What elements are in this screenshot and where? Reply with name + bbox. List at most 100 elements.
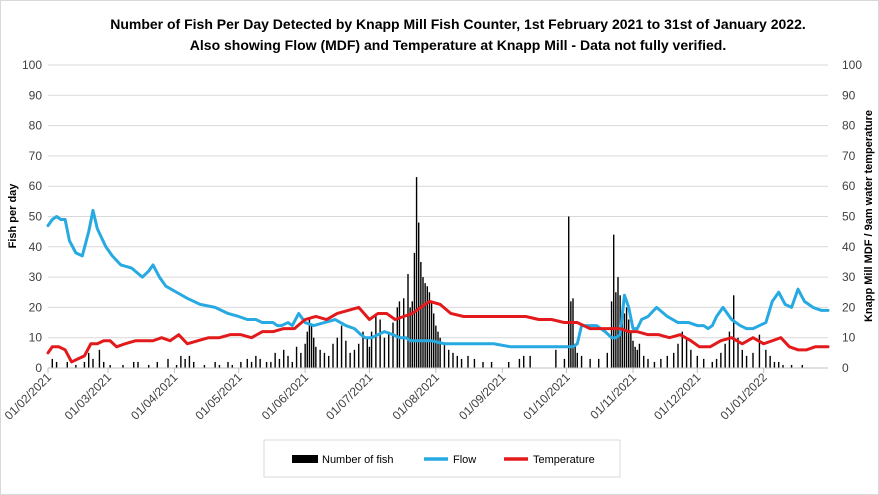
fish-bar	[295, 346, 298, 368]
x-tick-label: 01/03/2021	[62, 370, 115, 423]
fish-bar	[227, 361, 229, 368]
fish-bar	[368, 346, 371, 368]
fish-bar	[409, 307, 411, 368]
fish-bar	[617, 277, 619, 368]
fish-bar	[482, 361, 484, 368]
fish-bar	[103, 361, 105, 368]
fish-bar	[430, 301, 433, 368]
fish-bar	[636, 349, 638, 368]
fish-bar	[769, 355, 771, 368]
fish-bar	[428, 292, 431, 368]
y-tick-label: 60	[29, 179, 43, 193]
fish-bar	[167, 358, 169, 368]
fish-bar	[647, 358, 649, 368]
fish-bar	[598, 358, 600, 368]
fish-bar	[336, 337, 338, 368]
fish-bar	[801, 364, 803, 368]
fish-bar	[623, 313, 626, 368]
fish-bar	[392, 322, 394, 368]
y2-tick-label: 100	[842, 58, 862, 72]
fish-bar	[580, 355, 583, 368]
chart-title-line-1: Number of Fish Per Day Detected by Knapp…	[110, 16, 806, 32]
fish-bar	[188, 355, 191, 368]
fish-bar	[407, 274, 409, 368]
fish-bar	[184, 358, 186, 368]
x-tick-labels: 01/02/2021 01/03/2021 01/04/2021 01/05/2021…	[2, 370, 770, 423]
legend-flow-label: Flow	[453, 454, 476, 466]
fish-bars	[51, 177, 803, 368]
fish-bar	[439, 337, 441, 368]
fish-bar	[529, 355, 531, 368]
fish-bar	[379, 319, 381, 368]
fish-bar	[308, 319, 311, 368]
fish-bar	[572, 298, 574, 368]
fish-bar	[323, 352, 326, 368]
fish-bar	[148, 364, 150, 368]
fish-bar	[193, 361, 195, 368]
x-tick-label: 01/05/2021	[192, 370, 245, 423]
x-tick-label: 01/08/2021	[390, 370, 443, 423]
fish-bar	[653, 361, 656, 368]
fish-bar	[332, 343, 334, 368]
fish-bar	[625, 307, 628, 368]
fish-bar	[51, 358, 53, 368]
fish-bar	[340, 325, 343, 368]
y-tick-label: 40	[29, 240, 43, 254]
fish-bar	[733, 295, 735, 368]
fish-bar	[643, 355, 645, 368]
fish-bar	[315, 346, 317, 368]
fish-bar	[92, 358, 94, 368]
y-tick-label: 70	[29, 149, 43, 163]
fish-bar	[180, 355, 182, 368]
temperature-line	[46, 299, 830, 364]
y-tick-labels: 0 10 20 30 40 50 60 70 80 90 100	[22, 58, 42, 375]
y2-tick-label: 0	[842, 361, 849, 375]
fish-bar	[75, 364, 77, 368]
x-tick-label: 01/01/2022	[717, 370, 770, 423]
fish-bar	[313, 337, 315, 368]
fish-bar	[437, 331, 439, 368]
fish-bar	[724, 343, 726, 368]
fish-bar	[278, 358, 281, 368]
fish-bar	[460, 358, 463, 368]
fish-bar	[628, 319, 630, 368]
y2-tick-label: 90	[842, 88, 856, 102]
fish-bar	[83, 361, 86, 368]
fish-bar	[737, 337, 739, 368]
fish-bar	[677, 343, 679, 368]
fish-bar	[250, 361, 253, 368]
legend-fish-label: Number of fish	[322, 454, 394, 466]
y-tick-label: 10	[29, 331, 43, 345]
y-tick-label: 30	[29, 270, 43, 284]
fish-bar	[758, 334, 761, 368]
fish-bar	[214, 361, 216, 368]
fish-bar	[745, 355, 748, 368]
fish-bar	[422, 277, 424, 368]
fish-bar	[685, 337, 688, 368]
fish-bar	[555, 349, 557, 368]
fish-bar	[473, 358, 476, 368]
fish-bar	[415, 177, 418, 368]
x-tick-label: 01/09/2021	[456, 370, 509, 423]
flow-series	[46, 208, 830, 349]
y-tick-label: 100	[22, 58, 42, 72]
fish-bar	[328, 355, 330, 368]
y2-tick-label: 70	[842, 149, 856, 163]
y-axis-title: Fish per day	[7, 183, 19, 249]
fish-bar	[370, 331, 373, 368]
fish-bar	[490, 361, 493, 368]
fish-bar	[443, 343, 446, 368]
y2-axis-title: Knapp Mill MDF / 9am water temperature	[863, 110, 875, 322]
fish-bar	[752, 352, 754, 368]
fish-bar	[778, 361, 780, 368]
fish-bar	[615, 292, 617, 368]
fish-bar	[403, 298, 405, 368]
flow-line	[46, 208, 830, 349]
y2-tick-label: 60	[842, 179, 856, 193]
fish-bar	[345, 340, 347, 368]
fish-bar	[231, 364, 233, 368]
fish-bar	[175, 364, 178, 368]
fish-bar	[156, 361, 158, 368]
